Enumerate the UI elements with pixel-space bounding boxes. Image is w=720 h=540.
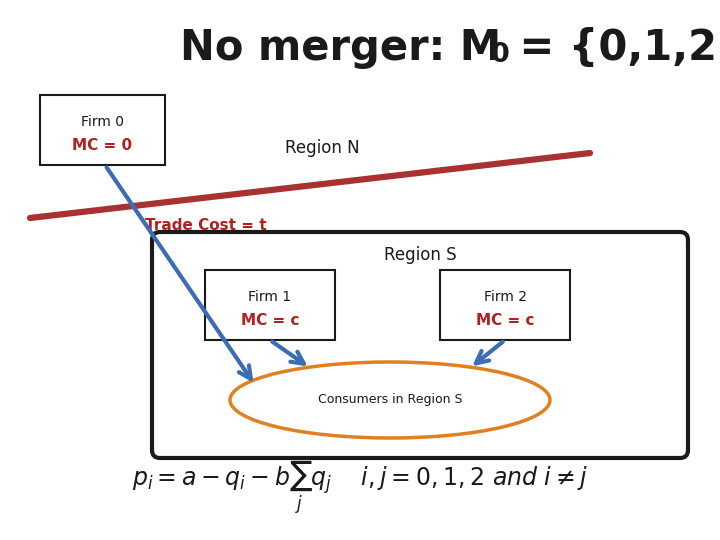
Text: Firm 1: Firm 1 [248,289,292,303]
FancyBboxPatch shape [205,270,335,340]
FancyBboxPatch shape [440,270,570,340]
Text: Consumers in Region S: Consumers in Region S [318,394,462,407]
Text: Firm 2: Firm 2 [484,289,526,303]
Text: MC = c: MC = c [476,313,534,328]
Text: Region S: Region S [384,246,456,264]
Text: MC = c: MC = c [240,313,300,328]
Ellipse shape [230,362,550,438]
Text: MC = 0: MC = 0 [73,138,132,153]
Text: 0: 0 [491,42,510,68]
FancyBboxPatch shape [40,95,165,165]
FancyBboxPatch shape [152,232,688,458]
Text: Firm 0: Firm 0 [81,114,124,129]
Text: $p_i = a - q_i - b\sum_j q_j$    $i, j = 0,1,2$ and $i \neq j$: $p_i = a - q_i - b\sum_j q_j$ $i, j = 0,… [132,459,588,517]
Text: Region N: Region N [285,139,359,157]
Text: No merger: M: No merger: M [180,27,501,69]
Text: = {0,1,2}: = {0,1,2} [505,27,720,69]
Text: Trade Cost = t: Trade Cost = t [145,218,266,233]
